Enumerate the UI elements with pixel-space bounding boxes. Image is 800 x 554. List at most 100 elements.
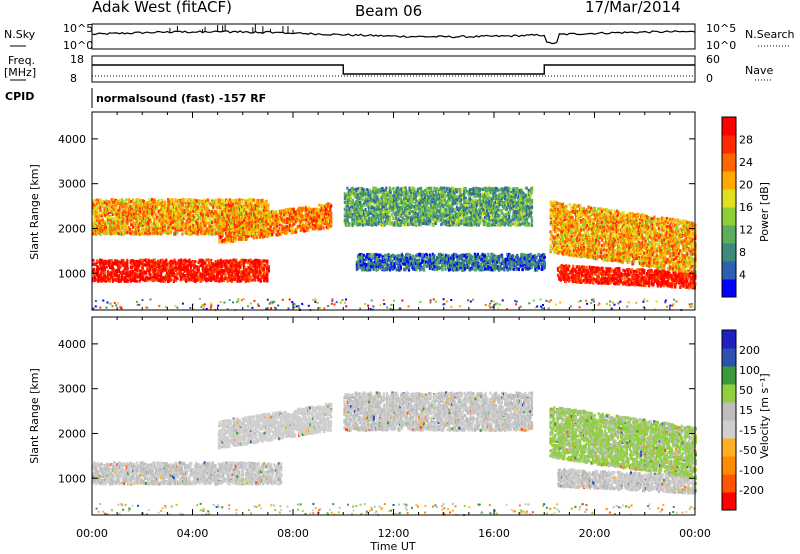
range-cell bbox=[94, 207, 96, 210]
range-cell bbox=[112, 217, 114, 220]
range-cell bbox=[207, 199, 209, 202]
range-cell bbox=[198, 266, 200, 269]
range-cell bbox=[243, 224, 245, 227]
power-cells bbox=[92, 186, 696, 311]
range-cell bbox=[172, 198, 174, 201]
range-cell bbox=[160, 275, 162, 278]
range-cell bbox=[106, 266, 108, 269]
range-cell bbox=[159, 199, 161, 202]
range-cell bbox=[112, 278, 114, 281]
freq-trace bbox=[92, 65, 695, 74]
range-cell bbox=[93, 268, 95, 271]
range-cell bbox=[263, 259, 265, 262]
range-cell bbox=[237, 262, 239, 265]
range-cell bbox=[180, 273, 182, 276]
range-cell bbox=[239, 212, 241, 215]
range-cell bbox=[154, 199, 156, 202]
range-cell bbox=[239, 266, 241, 269]
range-cell bbox=[194, 275, 196, 278]
range-cell bbox=[330, 212, 332, 215]
range-cell bbox=[139, 275, 141, 278]
range-cell bbox=[215, 260, 217, 263]
nsky-label: N.Sky bbox=[4, 28, 36, 41]
range-cell bbox=[179, 212, 181, 215]
range-cell bbox=[152, 278, 154, 281]
range-cell bbox=[273, 215, 275, 218]
range-cell bbox=[220, 223, 222, 226]
range-cell bbox=[102, 204, 104, 207]
range-cell bbox=[132, 259, 134, 262]
range-cell bbox=[94, 204, 96, 207]
range-cell bbox=[151, 213, 153, 216]
range-cell bbox=[235, 219, 237, 222]
range-cell bbox=[251, 222, 253, 225]
range-cell bbox=[320, 225, 322, 228]
range-cell bbox=[273, 231, 275, 234]
range-cell bbox=[168, 211, 170, 214]
range-cell bbox=[221, 206, 223, 209]
range-cell bbox=[137, 198, 139, 201]
range-cell bbox=[144, 219, 146, 222]
range-cell bbox=[238, 198, 240, 201]
range-cell bbox=[221, 233, 223, 236]
range-cell bbox=[102, 218, 104, 221]
range-cell bbox=[185, 263, 187, 266]
range-cell bbox=[170, 278, 172, 281]
cpid-label: CPID bbox=[5, 90, 34, 103]
range-cell bbox=[251, 265, 253, 268]
range-cell bbox=[215, 203, 217, 206]
freq-tick-bottom: 8 bbox=[70, 72, 77, 85]
range-cell bbox=[126, 263, 128, 266]
range-cell bbox=[278, 224, 280, 227]
range-cell bbox=[241, 221, 243, 224]
range-cell bbox=[108, 260, 110, 263]
range-cell bbox=[154, 276, 156, 279]
range-cell bbox=[158, 203, 160, 206]
range-cell bbox=[157, 222, 159, 225]
range-cell bbox=[327, 202, 329, 205]
range-cell bbox=[283, 228, 285, 231]
range-cell bbox=[312, 227, 314, 230]
range-cell bbox=[264, 272, 266, 275]
radar-title: Adak West (fitACF) bbox=[92, 0, 232, 16]
range-cell bbox=[120, 230, 122, 233]
nave-tick-bottom: 0 bbox=[706, 72, 713, 85]
range-cell bbox=[243, 219, 245, 222]
range-cell bbox=[330, 217, 332, 220]
range-cell bbox=[119, 199, 121, 202]
range-cell bbox=[215, 215, 217, 218]
range-cell bbox=[264, 264, 266, 267]
range-cell bbox=[139, 270, 141, 273]
cpid-text: normalsound (fast) -157 RF bbox=[96, 92, 266, 105]
range-cell bbox=[166, 263, 168, 266]
range-cell bbox=[229, 198, 231, 201]
range-cell bbox=[227, 276, 229, 279]
range-cell bbox=[241, 200, 243, 203]
range-cell bbox=[139, 278, 141, 281]
range-cell bbox=[217, 208, 219, 211]
range-cell bbox=[127, 221, 129, 224]
range-cell bbox=[235, 216, 237, 219]
range-cell bbox=[149, 216, 151, 219]
range-cell bbox=[100, 233, 102, 236]
range-cell bbox=[235, 237, 237, 240]
freq-tick-top: 18 bbox=[70, 53, 84, 66]
range-cell bbox=[105, 200, 107, 203]
range-cell bbox=[127, 267, 129, 270]
range-cell bbox=[164, 212, 166, 215]
range-cell bbox=[270, 220, 272, 223]
range-cell bbox=[142, 264, 144, 267]
range-cell bbox=[130, 280, 132, 283]
range-cell bbox=[207, 214, 209, 217]
range-cell bbox=[217, 260, 219, 263]
range-cell bbox=[330, 222, 332, 225]
range-cell bbox=[249, 212, 251, 215]
range-cell bbox=[198, 269, 200, 272]
range-cell bbox=[132, 226, 134, 229]
range-cell bbox=[225, 273, 227, 276]
range-cell bbox=[148, 226, 150, 229]
range-cell bbox=[275, 211, 277, 214]
range-cell bbox=[256, 236, 258, 239]
range-cell bbox=[156, 270, 158, 273]
range-cell bbox=[164, 225, 166, 228]
